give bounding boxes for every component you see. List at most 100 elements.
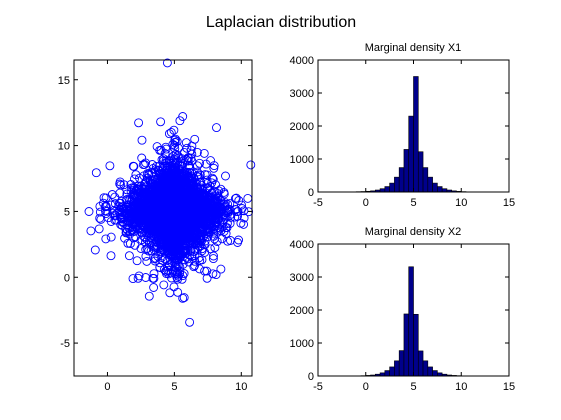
scatter-point [233, 238, 243, 247]
scatter-point [231, 205, 241, 215]
scatter-point [213, 226, 223, 236]
scatter-point [203, 229, 213, 239]
scatter-point [169, 217, 179, 227]
scatter-point [167, 232, 177, 242]
scatter-point [237, 204, 247, 213]
scatter-point [140, 237, 150, 247]
scatter-point [168, 164, 178, 174]
scatter-point [106, 251, 116, 261]
scatter-point [230, 212, 240, 222]
scatter-point [167, 238, 176, 247]
scatter-point [158, 256, 168, 265]
scatter-point [163, 256, 172, 265]
scatter-point [110, 192, 120, 202]
scatter-point [161, 219, 171, 229]
scatter-point [186, 154, 196, 163]
scatter-point [194, 219, 204, 229]
scatter-point [117, 210, 127, 220]
scatter-point [95, 213, 105, 223]
scatter-point [175, 250, 185, 260]
scatter-point [137, 192, 147, 202]
scatter-point [124, 251, 134, 261]
scatter-point [115, 179, 125, 189]
scatter-point [173, 287, 183, 297]
scatter-point [212, 210, 222, 219]
scatter-point [146, 246, 156, 256]
scatter-point [142, 190, 152, 200]
scatter-point [141, 176, 151, 186]
scatter-point [144, 291, 154, 301]
scatter-point [221, 223, 231, 233]
scatter-point [118, 218, 128, 227]
scatter-point [175, 160, 185, 170]
scatter-point [101, 202, 111, 211]
scatter-point [184, 196, 194, 206]
scatter-point [172, 136, 182, 146]
scatter-point [161, 156, 171, 166]
scatter-point [179, 204, 188, 214]
scatter-point [131, 186, 141, 196]
scatter-point [200, 199, 210, 208]
scatter-point [136, 203, 146, 213]
scatter-point [200, 247, 210, 257]
scatter-point [129, 190, 139, 200]
scatter-point [199, 148, 209, 158]
scatter-point [90, 245, 100, 255]
scatter-point [211, 219, 221, 229]
scatter-point [169, 240, 179, 250]
scatter-point [205, 244, 215, 254]
scatter-point [196, 225, 206, 235]
scatter-point [171, 149, 181, 159]
scatter-point [182, 196, 192, 206]
scatter-axes-box [73, 59, 253, 377]
scatter-point [127, 212, 137, 222]
scatter-point [168, 201, 178, 211]
scatter-point [194, 253, 204, 263]
scatter-point [166, 206, 176, 216]
scatter-point [163, 224, 173, 234]
scatter-point [187, 149, 197, 159]
scatter-point [108, 208, 118, 218]
scatter-point [99, 198, 108, 208]
scatter-point [194, 201, 204, 211]
scatter-point [130, 240, 140, 250]
scatter-point [138, 218, 148, 228]
scatter-point [243, 193, 253, 203]
scatter-point [106, 232, 116, 242]
scatter-point [139, 232, 149, 242]
scatter-point [209, 251, 218, 261]
scatter-points [84, 58, 256, 327]
scatter-point [183, 232, 193, 242]
scatter-point [138, 221, 148, 231]
scatter-xtick-label: 0 [104, 381, 110, 393]
scatter-point [150, 232, 159, 242]
scatter-point [190, 202, 200, 212]
scatter-point [160, 168, 170, 178]
scatter-point [231, 193, 241, 203]
scatter-point [155, 175, 165, 185]
scatter-point [182, 226, 192, 236]
scatter-point [149, 283, 159, 292]
scatter-point [110, 199, 120, 209]
scatter-point [147, 160, 157, 169]
scatter-point [185, 317, 195, 327]
scatter-point [194, 224, 204, 234]
scatter-point [179, 293, 189, 303]
scatter-point [171, 134, 181, 144]
scatter-point [212, 123, 221, 133]
scatter-point [116, 180, 126, 190]
scatter-point [170, 184, 180, 194]
scatter-point [128, 161, 138, 171]
scatter-point [178, 183, 188, 193]
scatter-point [202, 170, 212, 180]
scatter-point [164, 129, 174, 139]
scatter-point [189, 262, 199, 272]
scatter-point [175, 222, 185, 232]
scatter-point [170, 187, 180, 197]
scatter-point [187, 207, 197, 217]
scatter-point [165, 288, 175, 298]
scatter-point [162, 163, 172, 172]
scatter-point [189, 237, 199, 247]
scatter-point [179, 210, 189, 220]
scatter-point [169, 282, 179, 292]
